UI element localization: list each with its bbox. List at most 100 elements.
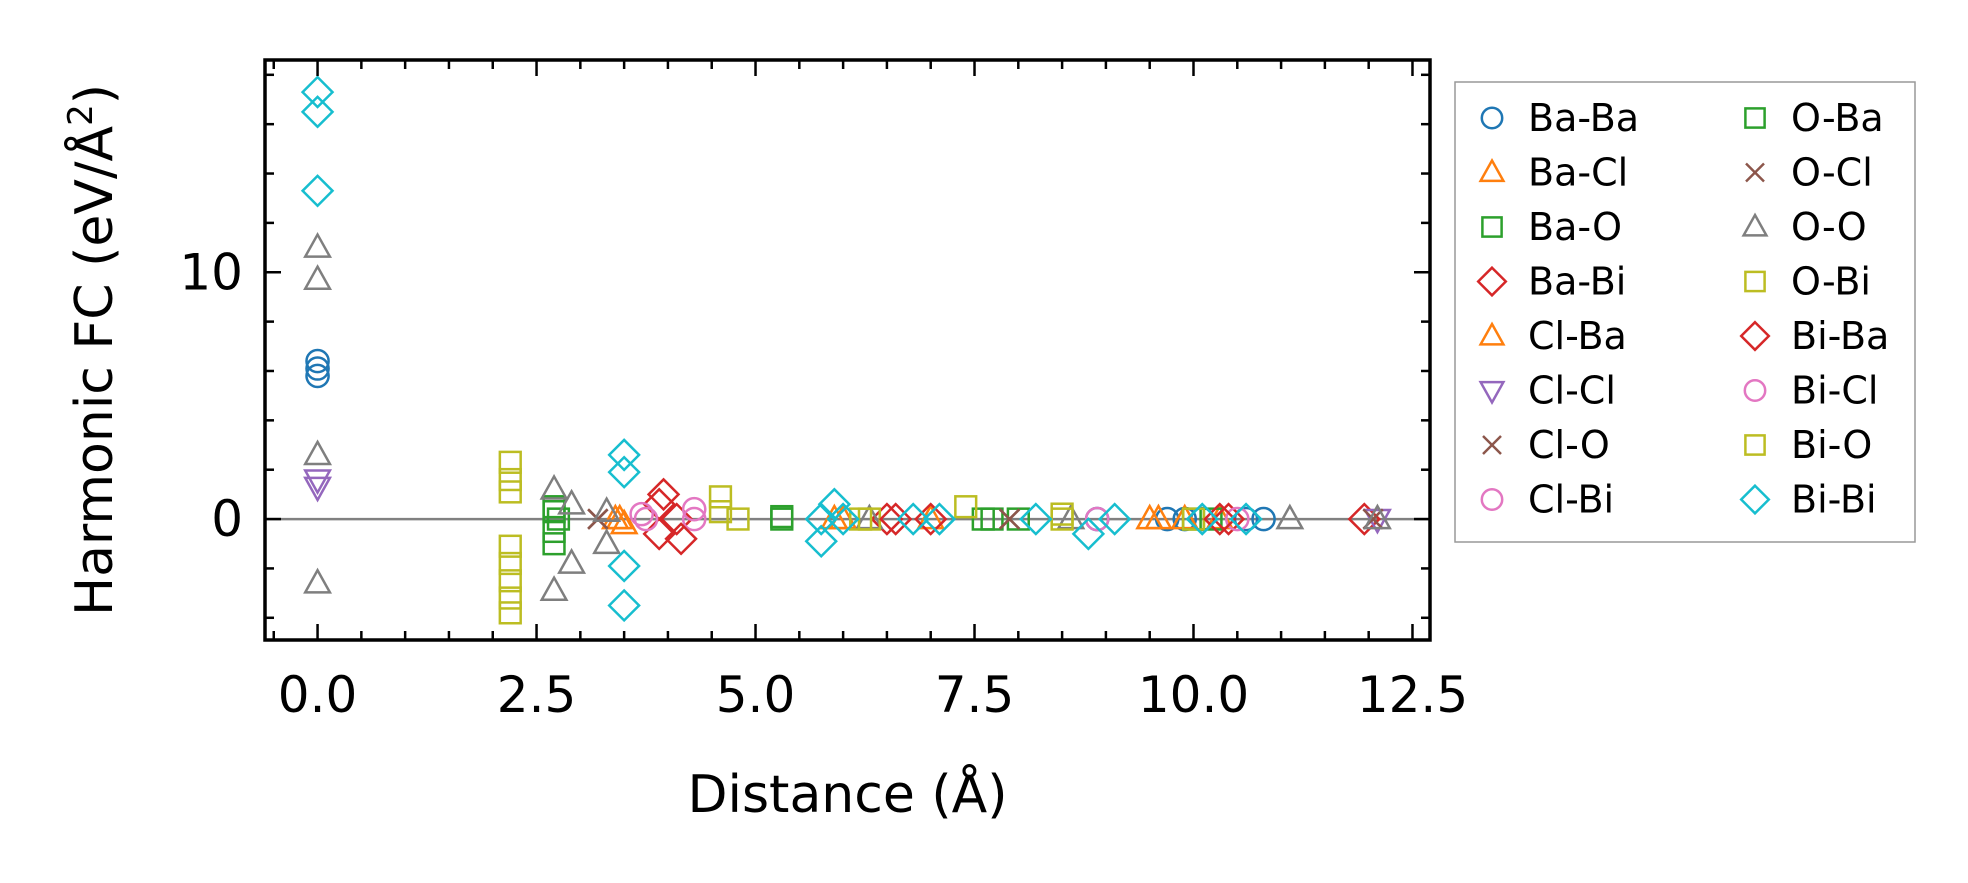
legend-item: Ba-Cl <box>1478 151 1628 195</box>
legend-marker <box>1741 212 1769 237</box>
data-point-o-bi <box>498 601 522 625</box>
data-point-bi-o <box>848 507 873 531</box>
series-bi-ba <box>646 477 1237 556</box>
data-point-bi-ba <box>1203 502 1237 536</box>
legend-item: Bi-Ba <box>1739 314 1889 358</box>
data-point-o-o <box>303 439 333 466</box>
data-point-ba-ba <box>305 363 330 389</box>
data-point-ba-bi <box>913 502 948 536</box>
legend-label: O-Ba <box>1791 96 1884 140</box>
legend-label: Cl-O <box>1528 423 1610 467</box>
data-point-o-o <box>539 473 569 500</box>
y-axis-title-superscript: 2 <box>61 104 101 126</box>
data-point-bi-bi <box>896 502 930 536</box>
legend-item: Cl-Cl <box>1478 369 1616 413</box>
data-point-o-o <box>557 488 587 515</box>
legend-marker <box>1739 483 1771 516</box>
data-point-o-ba <box>971 507 995 531</box>
data-point-ba-cl <box>609 508 639 535</box>
data-point-o-o <box>303 264 333 291</box>
x-tick-label: 12.5 <box>1357 666 1468 724</box>
data-point-bi-bi <box>300 174 335 208</box>
x-tick-label: 0.0 <box>278 666 358 724</box>
legend-label: O-Cl <box>1791 151 1873 195</box>
data-point-cl-bi <box>629 501 654 527</box>
data-point-bi-bi <box>607 455 641 489</box>
data-point-cl-cl <box>303 469 333 496</box>
data-point-ba-bi <box>870 502 904 536</box>
x-tick-label: 2.5 <box>497 666 577 724</box>
data-point-o-o <box>303 567 333 594</box>
legend-marker <box>1478 321 1506 346</box>
data-point-cl-bi <box>681 506 707 532</box>
data-point-o-bi <box>498 551 522 576</box>
legend-item: Cl-Ba <box>1478 314 1627 358</box>
data-point-bi-cl <box>633 506 659 532</box>
data-point-cl-cl <box>303 476 333 503</box>
data-point-bi-cl <box>1084 506 1110 532</box>
legend-label: Cl-Ba <box>1528 314 1627 358</box>
series-o-cl <box>587 508 1021 530</box>
data-point-bi-bi <box>1185 502 1219 536</box>
data-point-ba-bi <box>659 502 694 536</box>
y-axis-title-close: ) <box>65 84 125 104</box>
data-point-o-bi <box>498 569 522 593</box>
series-cl-bi <box>629 501 1250 532</box>
legend-label: Ba-Ba <box>1528 96 1639 140</box>
data-point-o-o <box>592 528 622 555</box>
plot-frame <box>263 58 1432 642</box>
legend-marker <box>1478 157 1506 183</box>
data-point-bi-bi <box>1019 502 1053 536</box>
data-point-o-bi <box>498 450 522 474</box>
legend: Ba-Ba Ba-Cl Ba-O Ba-Bi Cl-Ba Cl-Cl Cl-O Cl-Bi O-… <box>1454 81 1916 543</box>
data-point-o-bi <box>498 480 522 504</box>
data-point-o-o <box>557 547 587 574</box>
data-point-bi-ba <box>664 522 698 556</box>
data-point-bi-bi <box>607 549 641 583</box>
legend-item: Ba-Bi <box>1476 260 1626 304</box>
y-tick-label: 0 <box>211 490 243 548</box>
legend-label: Bi-Ba <box>1791 314 1889 358</box>
data-point-bi-bi <box>804 502 838 536</box>
legend-marker <box>1744 270 1766 293</box>
legend-marker <box>1745 162 1765 183</box>
data-point-o-cl <box>587 508 609 530</box>
legend-item: Ba-O <box>1481 205 1622 249</box>
x-tick-label: 7.5 <box>935 666 1015 724</box>
data-point-bi-bi <box>300 95 335 129</box>
data-point-o-cl <box>998 508 1021 530</box>
legend-item: Ba-Ba <box>1480 96 1639 140</box>
legend-label: Ba-Bi <box>1528 260 1626 304</box>
legend-item: O-O <box>1741 205 1867 249</box>
data-point-ba-bi <box>1211 502 1246 536</box>
series-ba-bi <box>642 487 1382 551</box>
data-point-cl-ba <box>605 503 635 530</box>
x-marker-stroke <box>1482 435 1502 455</box>
series-bi-bi <box>300 75 1263 623</box>
data-point-cl-bi <box>1224 506 1250 532</box>
data-point-bi-bi <box>922 502 957 536</box>
data-point-ba-o <box>542 532 566 556</box>
data-point-bi-o <box>708 500 733 524</box>
data-point-ba-ba <box>1251 506 1276 532</box>
legend-marker <box>1481 216 1503 238</box>
plot-area <box>265 60 1430 640</box>
axis-tick-labels: 0.0 2.5 5.0 7.5 10.0 12.5 0 10 <box>179 243 1468 724</box>
legend-label: Cl-Bi <box>1528 478 1614 522</box>
legend-marker <box>1478 380 1506 406</box>
data-point-o-bi <box>498 534 522 558</box>
data-point-bi-ba <box>646 477 681 512</box>
data-point-o-bi <box>708 485 733 509</box>
y-tick-label: 10 <box>179 243 243 301</box>
data-point-bi-o <box>726 507 750 531</box>
legend-label: Bi-O <box>1791 423 1872 467</box>
legend-label: Ba-Cl <box>1528 151 1628 195</box>
legend-label: Ba-O <box>1528 205 1622 249</box>
legend-label: O-Bi <box>1791 260 1871 304</box>
data-point-ba-ba <box>305 356 330 381</box>
data-point-bi-bi <box>817 487 852 521</box>
legend-marker <box>1743 379 1767 402</box>
legend-item: O-Ba <box>1744 96 1884 140</box>
y-axis-title: Harmonic FC (eV/Å2) <box>61 84 125 616</box>
